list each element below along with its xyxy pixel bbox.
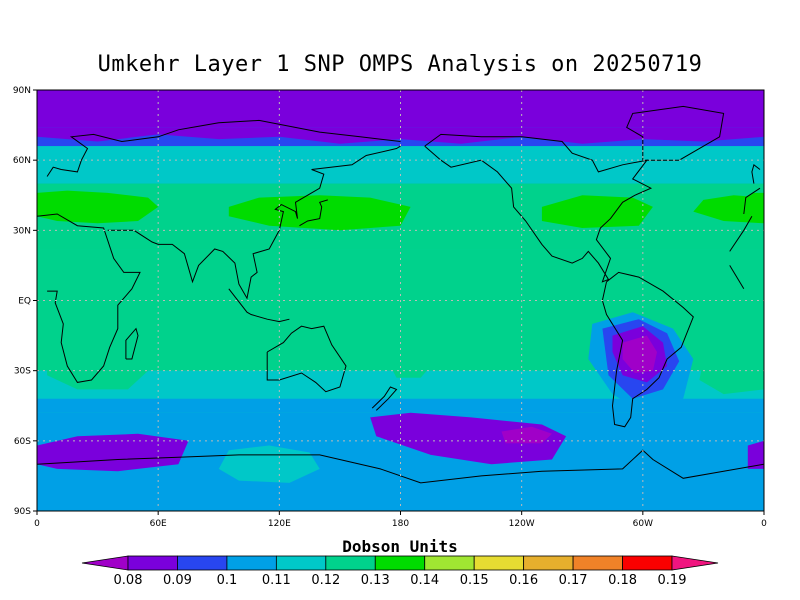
colorbar-label: 0.12 [311, 573, 340, 588]
lat-tick-label: 30S [14, 367, 31, 377]
lat-tick-label: EQ [18, 297, 31, 307]
coastline-australia [266, 325, 347, 393]
coastline-greenland [626, 105, 725, 161]
band-southern-mid [37, 398, 764, 413]
coastlines [37, 105, 764, 484]
coastline-antarctica [37, 449, 764, 484]
graticule [37, 90, 764, 511]
colorbar-label: 0.13 [361, 573, 390, 588]
colorbar-label: 0.19 [658, 573, 687, 588]
coastline-africa-1 [37, 213, 141, 383]
south-pacific-core [501, 426, 552, 444]
coastline-asia-south [107, 145, 401, 300]
lon-tick-label: 0 [761, 519, 767, 529]
coastline-britain-2 [751, 163, 761, 184]
colorbar-swatch [424, 555, 475, 571]
colorbar-label: 0.08 [114, 573, 143, 588]
mid-latitude-maximum-3 [541, 195, 653, 228]
coastline-indonesia [228, 288, 290, 323]
lat-tick-label: 90S [14, 507, 31, 517]
lon-tick-label: 120E [268, 519, 291, 529]
coastline-europe-0 [743, 187, 761, 215]
lon-tick-label: 120W [509, 519, 535, 529]
colorbar-label: 0.18 [608, 573, 637, 588]
coastline-north-america [424, 133, 653, 283]
colorbar-swatch [325, 555, 376, 571]
colorbar-swatch [572, 555, 623, 571]
mid-latitude-maximum-0 [37, 190, 159, 224]
coastline-japan [299, 199, 328, 227]
colorbar-label: 0.11 [262, 573, 291, 588]
colorbar-label: 0.17 [559, 573, 588, 588]
lat-tick-label: 60N [13, 156, 31, 166]
coastline-madagascar [125, 327, 139, 360]
southern-minimum-1 [370, 412, 567, 465]
colorbar-swatch [622, 555, 673, 571]
colorbar-label: 0.16 [509, 573, 538, 588]
lat-tick-label: 90N [13, 86, 31, 96]
colorbar-over-triangle [671, 555, 719, 571]
lat-tick-label: 60S [14, 437, 31, 447]
coastline-africa-2 [729, 216, 753, 252]
polar-cap-edge [37, 127, 764, 144]
colorbar-swatch [226, 555, 277, 571]
subtropical-patch-1 [699, 352, 764, 395]
colorbar-title: Dobson Units [342, 537, 458, 556]
colorbar-label: 0.09 [163, 573, 192, 588]
coastline-africa-0 [729, 265, 745, 290]
southern-minimum-2 [747, 440, 764, 469]
mid-latitude-maximum-4 [693, 195, 764, 224]
map-title: Umkehr Layer 1 SNP OMPS Analysis on 2025… [97, 52, 703, 77]
colorbar-label: 0.14 [410, 573, 439, 588]
lon-tick-label: 60W [633, 519, 653, 529]
colorbar-swatch [473, 555, 525, 571]
colorbar: Dobson Units 0.08 0.09 0.1 0.11 0.12 0.13 0.14… [81, 537, 719, 588]
colorbar-swatch [374, 555, 426, 571]
colorbar-label: 0.15 [460, 573, 489, 588]
colorbar-under-triangle [81, 555, 129, 571]
lat-tick-label: 30N [13, 226, 31, 236]
lon-tick-label: 180 [392, 519, 409, 529]
coastline-new-zealand [371, 386, 398, 411]
colorbar-swatch [177, 555, 228, 571]
lon-tick-label: 60E [150, 519, 167, 529]
colorbar-swatch [523, 555, 574, 571]
coastline-europe-1 [46, 119, 401, 177]
mid-latitude-maximum-2 [228, 195, 411, 231]
colorbar-swatch [275, 555, 327, 571]
coastline-south-america [601, 271, 694, 428]
colorbar-label: 0.1 [217, 573, 238, 588]
subtropical-patch-0 [47, 335, 149, 390]
colorbar-swatch [127, 555, 178, 571]
south-america-low-ring-3 [622, 335, 657, 373]
lon-tick-label: 0 [34, 519, 40, 529]
